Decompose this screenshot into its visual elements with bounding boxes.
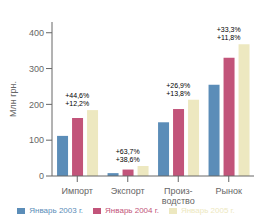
svg-text:+44,6%+12,2%: +44,6%+12,2% <box>65 92 89 107</box>
svg-text:100: 100 <box>29 135 44 145</box>
svg-text:200: 200 <box>29 100 44 110</box>
svg-text:+33,3%+11,8%: +33,3%+11,8% <box>217 26 241 41</box>
html-text:Январь 2005 г.: Январь 2005 г. <box>180 206 235 215</box>
html-text:Январь 2004 г.: Январь 2004 г. <box>105 206 159 215</box>
svg-text:300: 300 <box>29 64 44 74</box>
svg-text:Рынок: Рынок <box>216 186 242 196</box>
svg-text:400: 400 <box>29 28 44 38</box>
svg-text:Млн грн.: Млн грн. <box>8 81 18 117</box>
svg-text:0: 0 <box>39 171 44 181</box>
svg-text:Импорт: Импорт <box>62 186 93 196</box>
html-text:Январь 2003 г.: Январь 2003 г. <box>29 206 84 215</box>
svg-text:Произ-водство: Произ-водство <box>162 186 195 206</box>
svg-text:+26,9%+13,8%: +26,9%+13,8% <box>166 82 190 97</box>
svg-text:Экспорт: Экспорт <box>111 186 145 196</box>
svg-text:+63,7%+38,6%: +63,7%+38,6% <box>116 148 140 163</box>
